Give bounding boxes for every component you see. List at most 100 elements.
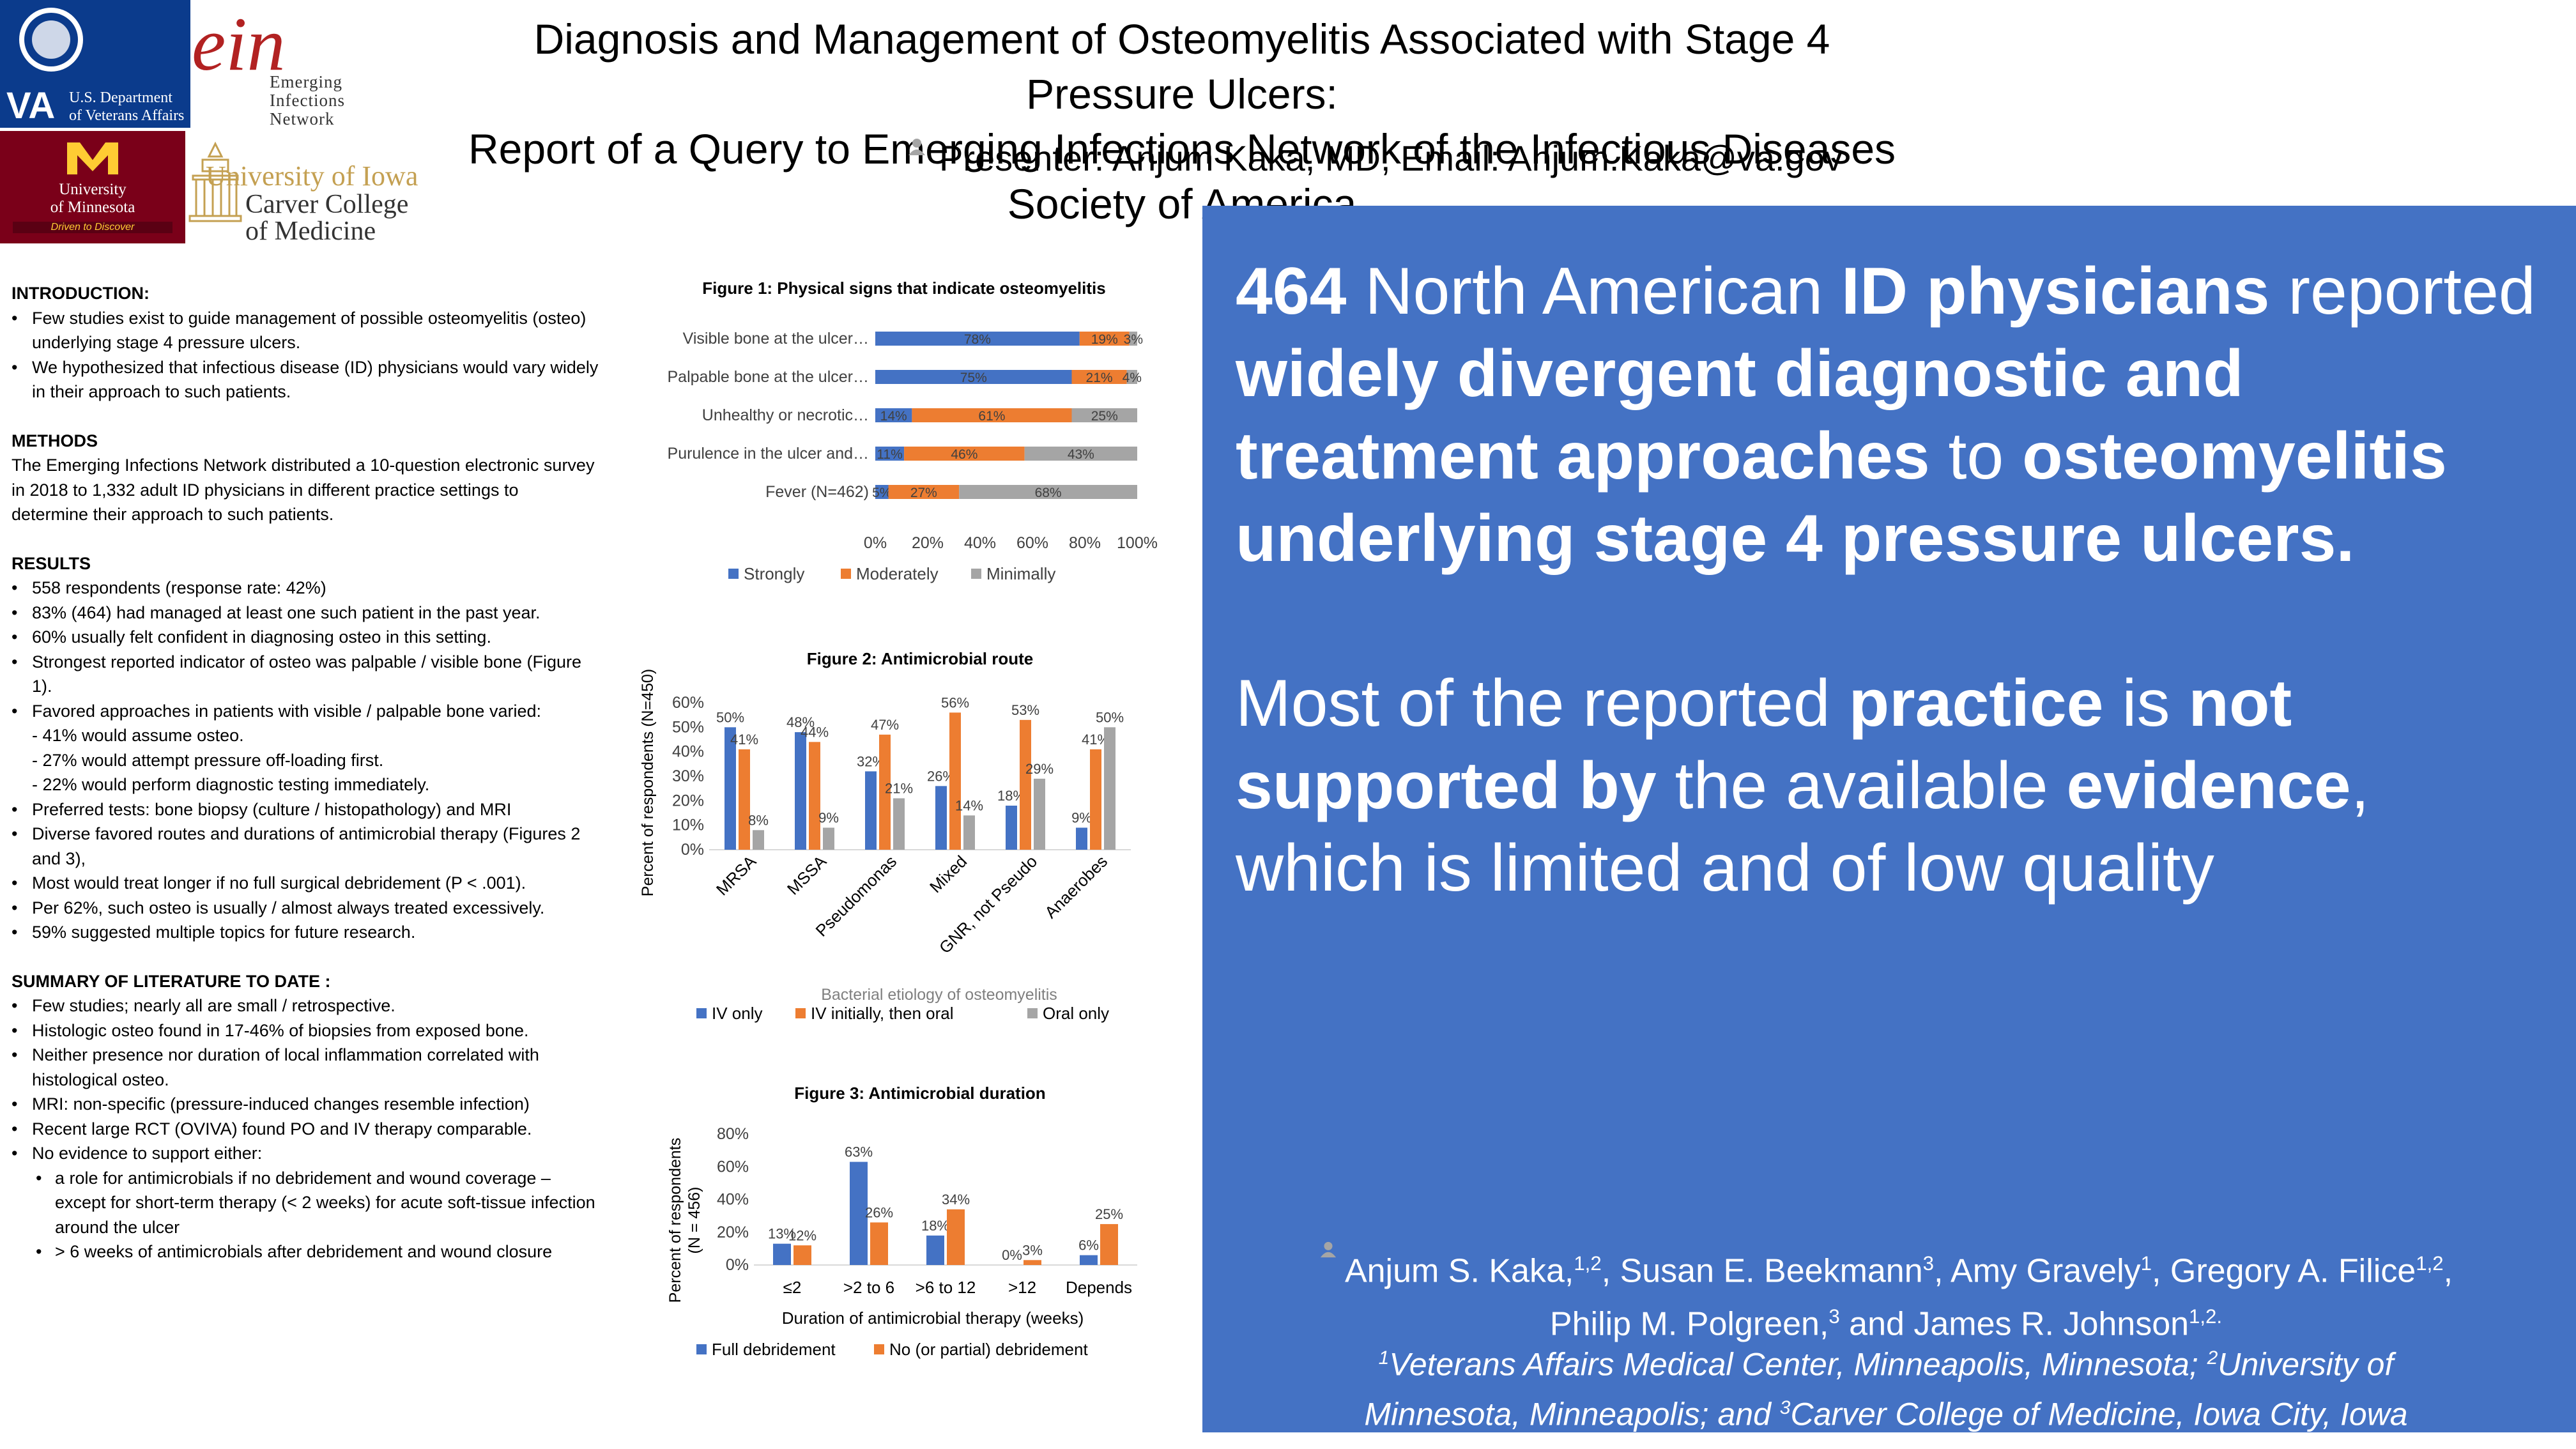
y-tick-label: 40% <box>672 743 704 761</box>
presenter-line: Presenter: Anjum Kaka, MD; Email: Anjum.… <box>907 137 1843 179</box>
data-label: 0% <box>1002 1247 1022 1263</box>
list-item: Preferred tests: bone biopsy (culture / … <box>12 797 599 822</box>
msg-bold: osteomyelitis underlying stage 4 pressur… <box>1236 419 2447 576</box>
affil-text: Veterans Affairs Medical Center, Minneap… <box>1389 1346 2207 1383</box>
results-heading: RESULTS <box>12 553 91 573</box>
bar-segment <box>1071 408 1137 422</box>
bar <box>753 830 764 850</box>
ein-mark: ein <box>192 1 286 86</box>
category-label: >12 <box>1008 1278 1036 1297</box>
list-item: No evidence to support either: <box>12 1141 599 1166</box>
author-list: Anjum S. Kaka,1,2, Susan E. Beekmann3, A… <box>1298 1241 2474 1347</box>
iowa-logo: University of Iowa Carver College of Med… <box>187 141 455 246</box>
affil-sup: 3 <box>1779 1397 1791 1418</box>
bar <box>793 1245 811 1265</box>
x-axis-label: Duration of antimicrobial therapy (weeks… <box>782 1308 1084 1328</box>
y-tick-label: 0% <box>681 841 704 859</box>
y-tick-label: 50% <box>672 718 704 736</box>
intro-list: Few studies exist to guide management of… <box>12 306 599 404</box>
person-icon <box>908 139 925 155</box>
key-message-2: Most of the reported practice is not sup… <box>1236 663 2552 910</box>
bar-segment <box>959 485 1137 499</box>
legend-swatch <box>795 1008 806 1018</box>
bar <box>963 815 975 850</box>
msg-text: Most of the reported <box>1236 666 1849 740</box>
y-tick-label: 0% <box>726 1256 749 1274</box>
msg-bold: not supported by <box>1236 666 2292 823</box>
list-item: - 41% would assume osteo. <box>32 726 244 745</box>
data-label: 14% <box>955 797 983 813</box>
bar <box>773 1243 791 1265</box>
data-label: 6% <box>1078 1238 1099 1254</box>
y-tick-label: 30% <box>672 767 704 785</box>
y-axis-label: (N = 456) <box>686 1187 703 1254</box>
bar-segment <box>875 408 912 422</box>
bar <box>1104 727 1116 850</box>
data-label: 75% <box>960 371 987 385</box>
iowa-line1: University of Iowa <box>206 160 418 192</box>
y-axis-label: Percent of respondents <box>666 1138 684 1303</box>
bar <box>1080 1255 1098 1265</box>
list-item: Most would treat longer if no full surgi… <box>12 871 599 896</box>
umn-line3: Driven to Discover <box>13 222 172 233</box>
legend-label: No (or partial) debridement <box>889 1340 1088 1359</box>
affil-text: University of Minnesota, Minneapolis; an… <box>1364 1346 2394 1432</box>
legend-swatch <box>971 569 981 579</box>
data-label: 29% <box>1025 761 1054 777</box>
bar-segment <box>875 485 889 499</box>
list-item: 60% usually felt confident in diagnosing… <box>12 625 599 650</box>
data-label: 14% <box>880 409 907 424</box>
bar <box>850 1162 868 1265</box>
ein-line2: Infections <box>270 91 345 110</box>
bar <box>1006 806 1017 850</box>
data-label: 56% <box>941 694 969 710</box>
legend-swatch <box>841 569 851 579</box>
y-tick-label: 40% <box>717 1191 749 1209</box>
data-label: 50% <box>716 709 744 725</box>
bar <box>809 742 820 850</box>
affil-text: Carver College of Medicine, Iowa City, I… <box>1790 1396 2408 1432</box>
data-label: 63% <box>845 1144 873 1160</box>
data-label: 41% <box>730 732 758 747</box>
affil-sup: 3 <box>1828 1305 1840 1328</box>
bar <box>949 712 961 850</box>
list-item: MRI: non-specific (pressure-induced chan… <box>12 1092 599 1117</box>
umn-line1: University <box>59 181 126 198</box>
umn-line2: of Minnesota <box>50 199 135 216</box>
umn-logo: University of Minnesota Driven to Discov… <box>0 131 185 243</box>
y-tick-label: 10% <box>672 816 704 834</box>
list-item: Per 62%, such osteo is usually / almost … <box>12 896 599 921</box>
x-tick-label: 100% <box>1117 534 1158 552</box>
category-label: >2 to 6 <box>843 1278 894 1297</box>
chart-title: Figure 2: Antimicrobial route <box>807 649 1033 668</box>
category-label: Unhealthy or necrotic… <box>702 406 869 424</box>
affil-sup: 1,2 <box>1574 1252 1602 1275</box>
affil-sup: 1 <box>1378 1347 1390 1368</box>
category-label: MRSA <box>712 852 760 900</box>
summary-heading: SUMMARY OF LITERATURE TO DATE : <box>12 971 331 991</box>
iowa-line3: of Medicine <box>245 217 376 246</box>
data-label: 9% <box>818 810 839 826</box>
x-tick-label: 40% <box>964 534 996 552</box>
bar-segment <box>1129 332 1137 346</box>
category-label: Anaerobes <box>1041 852 1111 922</box>
bar <box>1090 749 1101 850</box>
ein-line1: Emerging <box>270 72 342 91</box>
affil-sup: 3 <box>1922 1252 1935 1275</box>
va-line2: of Veterans Affairs <box>69 107 185 124</box>
methods-text: The Emerging Infections Network distribu… <box>12 456 595 524</box>
bar <box>1076 827 1087 850</box>
results-list: 558 respondents (response rate: 42%) 83%… <box>12 576 599 945</box>
iowa-line2: Carver College <box>245 190 409 219</box>
list-item: Few studies exist to guide management of… <box>12 306 599 355</box>
author-text: , Gregory A. Filice <box>2152 1252 2416 1290</box>
data-label: 44% <box>801 724 829 740</box>
data-label: 78% <box>964 332 991 347</box>
bar-segment <box>875 332 1080 346</box>
figure1-chart: Figure 1: Physical signs that indicate o… <box>668 279 1158 583</box>
list-item: Few studies; nearly all are small / retr… <box>12 993 599 1018</box>
bar-segment <box>875 447 905 461</box>
legend-swatch <box>874 1344 884 1354</box>
data-label: 27% <box>910 486 937 500</box>
person-icon <box>1320 1241 1337 1258</box>
